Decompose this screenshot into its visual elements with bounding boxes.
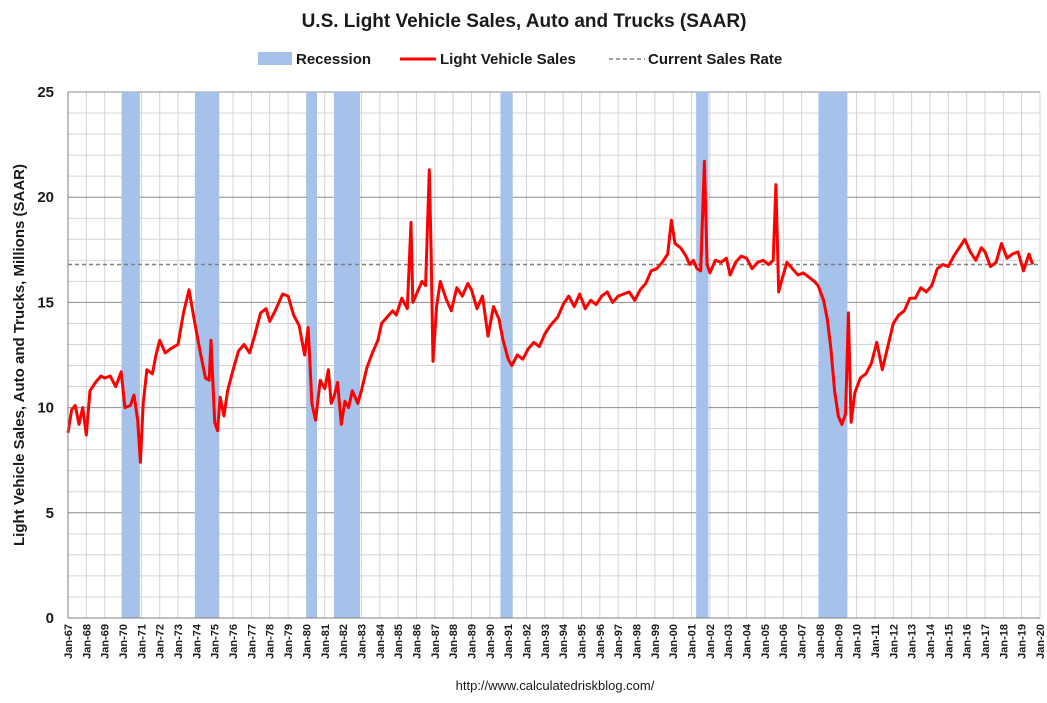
x-tick-label: Jan-98: [632, 624, 644, 659]
x-tick-label: Jan-11: [870, 624, 882, 658]
x-tick-label: Jan-01: [687, 624, 699, 659]
x-tick-labels: Jan-67 Jan-68 Jan-69 Jan-70 Jan-71 Jan-72 Jan-…: [63, 623, 1047, 659]
legend-label-recession: Recession: [296, 51, 371, 68]
x-tick-label: Jan-82: [338, 624, 350, 659]
y-tick-labels: 0 5 10 15 20 25: [37, 84, 54, 627]
x-tick-label: Jan-15: [943, 624, 955, 659]
x-tick-label: Jan-76: [228, 624, 240, 659]
x-tick-label: Jan-00: [668, 624, 680, 659]
x-tick-label: Jan-18: [998, 624, 1010, 659]
x-tick-label: Jan-84: [375, 623, 387, 659]
x-tick-label: Jan-13: [907, 624, 919, 659]
x-tick-label: Jan-99: [650, 624, 662, 659]
x-tick-label: Jan-71: [136, 624, 148, 659]
y-tick-label: 5: [46, 505, 54, 522]
x-tick-label: Jan-10: [852, 624, 864, 659]
x-tick-label: Jan-93: [540, 624, 552, 659]
legend: Recession Light Vehicle Sales Current Sa…: [258, 51, 782, 68]
recession-band: [333, 92, 360, 618]
x-tick-label: Jan-12: [888, 624, 900, 659]
x-tick-label: Jan-92: [521, 624, 533, 659]
x-tick-label: Jan-94: [558, 623, 570, 659]
x-tick-label: Jan-73: [173, 624, 185, 659]
legend-swatch-recession: [258, 52, 292, 65]
x-tick-label: Jan-02: [705, 624, 717, 659]
x-tick-label: Jan-97: [613, 624, 625, 659]
y-tick-label: 25: [37, 84, 54, 101]
x-tick-label: Jan-77: [246, 624, 258, 659]
x-tick-label: Jan-04: [742, 623, 754, 659]
recession-band: [696, 92, 709, 618]
x-tick-label: Jan-72: [155, 624, 167, 659]
x-tick-label: Jan-06: [778, 624, 790, 659]
x-tick-label: Jan-17: [980, 624, 992, 659]
x-tick-label: Jan-07: [797, 624, 809, 659]
x-tick-label: Jan-81: [320, 624, 332, 659]
y-tick-label: 10: [37, 400, 54, 417]
x-tick-label: Jan-85: [393, 624, 405, 659]
x-tick-label: Jan-20: [1035, 624, 1047, 659]
x-tick-label: Jan-67: [63, 624, 75, 659]
x-tick-label: Jan-90: [485, 624, 497, 659]
x-tick-label: Jan-74: [191, 623, 203, 659]
recession-band: [306, 92, 318, 618]
recession-bands: [121, 92, 848, 618]
x-tick-label: Jan-88: [448, 624, 460, 659]
axes: [67, 92, 1040, 619]
x-tick-label: Jan-16: [962, 624, 974, 659]
sales-series: [66, 159, 1035, 464]
recession-band: [121, 92, 140, 618]
sales-line: [66, 159, 1035, 464]
x-tick-label: Jan-68: [81, 624, 93, 659]
x-tick-label: Jan-91: [503, 624, 515, 659]
x-tick-label: Jan-83: [356, 624, 368, 659]
x-tick-label: Jan-96: [595, 624, 607, 659]
x-tick-label: Jan-75: [210, 624, 222, 659]
x-tick-label: Jan-19: [1017, 624, 1029, 659]
recession-band: [194, 92, 220, 618]
y-tick-label: 15: [37, 294, 54, 311]
chart-title: U.S. Light Vehicle Sales, Auto and Truck…: [302, 11, 747, 32]
x-tick-label: Jan-70: [118, 624, 130, 659]
x-tick-label: Jan-14: [925, 623, 937, 659]
legend-label-sales: Light Vehicle Sales: [440, 51, 576, 68]
x-tick-label: Jan-87: [430, 624, 442, 659]
x-tick-label: Jan-78: [265, 624, 277, 659]
source-url: http://www.calculatedriskblog.com/: [456, 678, 655, 693]
x-tick-label: Jan-08: [815, 624, 827, 659]
y-tick-label: 0: [46, 610, 54, 627]
x-tick-label: Jan-80: [301, 624, 313, 659]
x-tick-label: Jan-79: [283, 624, 295, 659]
x-tick-label: Jan-69: [100, 624, 112, 659]
legend-label-current-rate: Current Sales Rate: [648, 51, 782, 68]
x-tick-label: Jan-86: [411, 624, 423, 659]
x-tick-label: Jan-03: [723, 624, 735, 659]
x-tick-label: Jan-95: [577, 624, 589, 659]
x-tick-label: Jan-09: [833, 624, 845, 659]
y-tick-label: 20: [37, 189, 54, 206]
x-tick-label: Jan-05: [760, 624, 772, 659]
y-axis-label: Light Vehicle Sales, Auto and Trucks, Mi…: [11, 164, 28, 546]
x-tick-label: Jan-89: [466, 624, 478, 659]
